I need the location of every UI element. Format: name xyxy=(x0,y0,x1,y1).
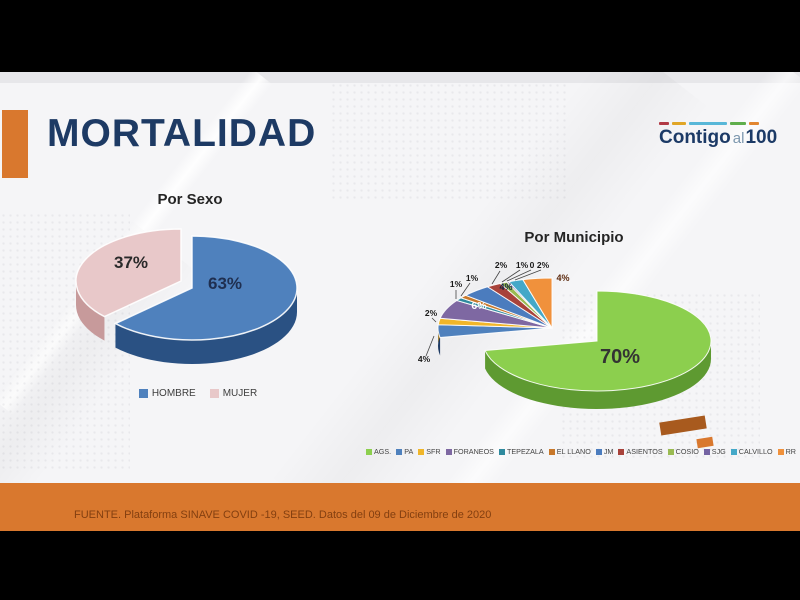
legend-label: FORANEOS xyxy=(453,447,494,456)
decorative-dots xyxy=(330,82,570,202)
legend-label: MUJER xyxy=(222,388,258,399)
logo-dash xyxy=(730,122,746,125)
legend-item: ASIENTOS xyxy=(618,447,663,456)
logo-dash xyxy=(672,122,686,125)
pie-data-label: 4% xyxy=(499,282,512,292)
pie-chart-por-municipio: 70%4%2%6%1%1%4%2% 1% 0 2%4% xyxy=(418,260,712,409)
logo-word-al: al xyxy=(732,130,745,147)
label-leader-line xyxy=(491,270,501,285)
slide-top-strip xyxy=(0,72,800,83)
legend-item: JM xyxy=(595,447,614,456)
chart-title-por-municipio: Por Municipio xyxy=(524,229,624,246)
legend-item: AGS. xyxy=(366,447,391,456)
legend-swatch xyxy=(418,448,425,455)
legend-swatch xyxy=(548,448,555,455)
logo-dash xyxy=(749,122,759,125)
pie-chart-por-sexo: 63% 37% xyxy=(75,228,298,364)
legend-item: TEPEZALA xyxy=(498,447,544,456)
logo-dashes xyxy=(659,122,781,125)
pie-slice xyxy=(484,290,712,392)
legend-label: CALVILLO xyxy=(738,447,773,456)
pie-data-label: 2% xyxy=(537,260,550,270)
legend-label: COSIO xyxy=(675,447,699,456)
legend-swatch xyxy=(138,389,148,398)
legend-label: RR xyxy=(785,447,796,456)
source-text: FUENTE. Plataforma SINAVE COVID -19, SEE… xyxy=(74,509,492,521)
legend-swatch xyxy=(703,448,710,455)
legend-label: EL LLANO xyxy=(556,447,591,456)
pie-data-label: 70% xyxy=(600,346,640,368)
logo-word-contigo: Contigo xyxy=(659,127,731,148)
pie-data-label: 0 xyxy=(530,260,535,270)
legend-swatch xyxy=(618,448,625,455)
label-leader-line xyxy=(425,335,435,357)
pie-slice-side xyxy=(115,288,297,364)
legend-item: RR xyxy=(777,447,796,456)
pie-slice-side xyxy=(485,341,711,409)
pie-slice-side xyxy=(438,324,441,356)
legend-item: MUJER xyxy=(209,388,258,399)
logo-word-100: 100 xyxy=(745,127,778,148)
accent-bar xyxy=(2,110,28,178)
pie-data-label: 6% xyxy=(471,300,487,312)
label-leader-line xyxy=(514,269,542,281)
pie-data-label: 2% xyxy=(425,308,438,318)
legend-por-municipio: AGS. PA SFR FORANEOS TEPEZALA EL LLANO JM ASIEN… xyxy=(366,447,796,456)
legend-item: COSIO xyxy=(667,447,699,456)
label-leader-line xyxy=(506,269,532,282)
legend-label: SJG xyxy=(711,447,726,456)
logo-dash xyxy=(659,122,669,125)
legend-por-sexo: HOMBRE MUJER xyxy=(128,388,268,399)
legend-swatch xyxy=(445,448,452,455)
pie-slice-side xyxy=(76,281,105,341)
label-leader-line xyxy=(431,317,437,323)
label-leader-line xyxy=(501,269,521,283)
label-leader-line xyxy=(460,282,471,297)
pie-data-label: 4% xyxy=(556,273,569,283)
pie-data-label: 37% xyxy=(114,253,148,272)
legend-swatch xyxy=(777,448,784,455)
legend-item: HOMBRE xyxy=(138,388,196,399)
legend-label: TEPEZALA xyxy=(506,447,544,456)
legend-swatch xyxy=(730,448,737,455)
legend-item: PA xyxy=(396,447,413,456)
pie-slice xyxy=(113,235,298,341)
legend-label: ASIENTOS xyxy=(626,447,663,456)
legend-item: SFR xyxy=(418,447,441,456)
pie-data-label: 1% xyxy=(450,279,463,289)
legend-swatch xyxy=(366,448,372,455)
legend-item: CALVILLO xyxy=(730,447,773,456)
legend-item: FORANEOS xyxy=(445,447,494,456)
pie-data-label: 2% xyxy=(495,260,508,270)
logo-text: Contigo al100 xyxy=(659,127,781,149)
legend-item: EL LLANO xyxy=(548,447,591,456)
pie-slice xyxy=(75,228,182,318)
contigo-al-100-logo: Contigo al100 xyxy=(659,122,781,149)
logo-dash xyxy=(689,122,727,125)
legend-swatch xyxy=(595,448,602,455)
pie-data-label: 4% xyxy=(418,354,431,364)
legend-label: SFR xyxy=(426,447,441,456)
chart-title-por-sexo: Por Sexo xyxy=(157,191,223,208)
legend-swatch xyxy=(498,448,505,455)
pie-data-label: 63% xyxy=(208,274,242,293)
legend-swatch xyxy=(209,389,219,398)
legend-label: PA xyxy=(404,447,414,456)
page-title: MORTALIDAD xyxy=(47,112,317,155)
legend-label: HOMBRE xyxy=(151,388,196,399)
legend-label: AGS. xyxy=(374,447,392,456)
source-bar: FUENTE. Plataforma SINAVE COVID -19, SEE… xyxy=(0,483,800,531)
pie-slice xyxy=(522,277,553,330)
pie-data-label: 1% xyxy=(466,273,479,283)
legend-swatch xyxy=(396,448,403,455)
pie-data-label: 1% xyxy=(516,260,529,270)
legend-swatch xyxy=(667,448,674,455)
legend-label: JM xyxy=(603,447,614,456)
legend-item: SJG xyxy=(703,447,726,456)
